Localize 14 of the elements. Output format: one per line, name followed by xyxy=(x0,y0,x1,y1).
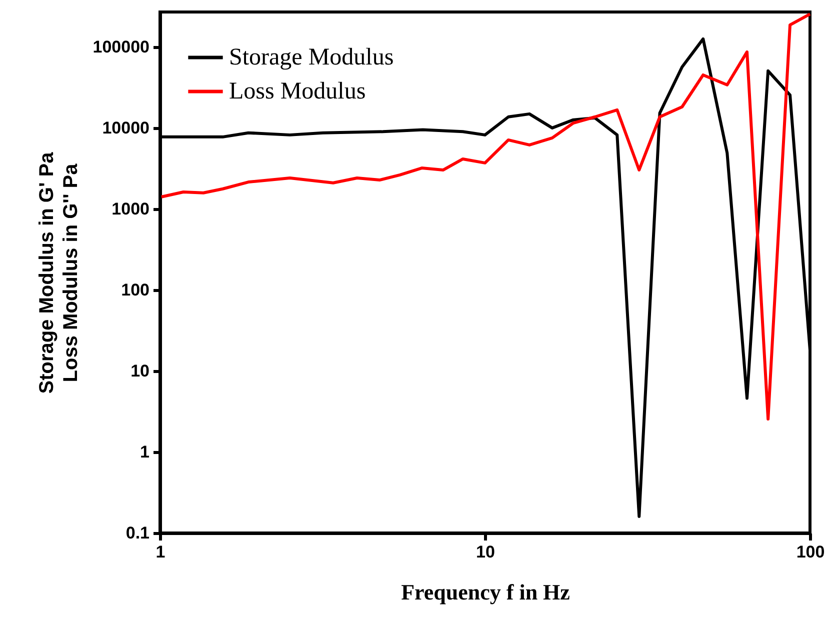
y-tick-label: 0.1 xyxy=(126,524,150,542)
y-axis-title: Storage Modulus in G' Pa Loss Modulus in G'' Pa xyxy=(36,151,82,394)
x-tick-label: 1 xyxy=(156,542,166,562)
y-tick-label: 10000 xyxy=(102,118,150,138)
legend-label: Loss Modulus xyxy=(229,78,366,104)
legend-label: Storage Modulus xyxy=(229,44,394,70)
y-tick-label: 1000 xyxy=(112,199,150,218)
y-tick-label: 100 xyxy=(121,280,150,300)
y-tick-label: 100000 xyxy=(92,37,150,56)
y-tick-label: 10 xyxy=(130,361,150,380)
x-tick-label: 10 xyxy=(476,542,495,562)
x-axis-title: Frequency f in Hz xyxy=(401,580,570,604)
x-tick-label: 100 xyxy=(796,542,825,562)
y-tick-label: 1 xyxy=(140,442,150,462)
